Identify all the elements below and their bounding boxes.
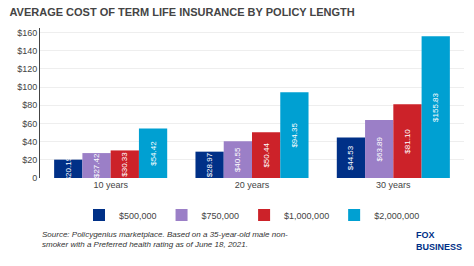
svg-text:$120: $120 <box>17 64 37 74</box>
svg-text:$80: $80 <box>22 100 37 110</box>
svg-text:$155.83: $155.83 <box>431 92 440 121</box>
svg-text:$20.19: $20.19 <box>64 156 73 181</box>
svg-text:10 years: 10 years <box>93 180 128 190</box>
svg-text:$20: $20 <box>22 155 37 165</box>
svg-text:$94.35: $94.35 <box>290 123 299 148</box>
svg-text:$140: $140 <box>17 46 37 56</box>
svg-text:$500,000: $500,000 <box>119 211 157 221</box>
svg-text:Source: Policygenius marketpla: Source: Policygenius marketplace. Based … <box>42 230 288 249</box>
svg-text:$60: $60 <box>22 119 37 129</box>
svg-text:$50.44: $50.44 <box>262 143 271 168</box>
svg-text:AVERAGE COST OF TERM LIFE INSU: AVERAGE COST OF TERM LIFE INSURANCE BY P… <box>9 6 354 18</box>
svg-text:$81.10: $81.10 <box>403 129 412 154</box>
svg-text:20 years: 20 years <box>235 180 270 190</box>
svg-text:$28.97: $28.97 <box>205 152 214 177</box>
svg-text:$27.42: $27.42 <box>92 153 101 178</box>
svg-text:0: 0 <box>32 173 37 183</box>
svg-text:$40.55: $40.55 <box>233 147 242 172</box>
svg-text:$30.33: $30.33 <box>120 152 129 177</box>
svg-text:$54.42: $54.42 <box>149 141 158 166</box>
svg-text:$160: $160 <box>17 28 37 38</box>
svg-text:$100: $100 <box>17 82 37 92</box>
svg-text:$44.53: $44.53 <box>346 145 355 170</box>
svg-text:$750,000: $750,000 <box>202 211 240 221</box>
svg-text:$1,000,000: $1,000,000 <box>284 211 329 221</box>
svg-text:$63.89: $63.89 <box>375 136 384 161</box>
svg-text:FOXBUSINESS: FOXBUSINESS <box>416 230 462 252</box>
svg-text:$40: $40 <box>22 137 37 147</box>
svg-text:$2,000,000: $2,000,000 <box>374 211 419 221</box>
svg-text:30 years: 30 years <box>376 180 411 190</box>
